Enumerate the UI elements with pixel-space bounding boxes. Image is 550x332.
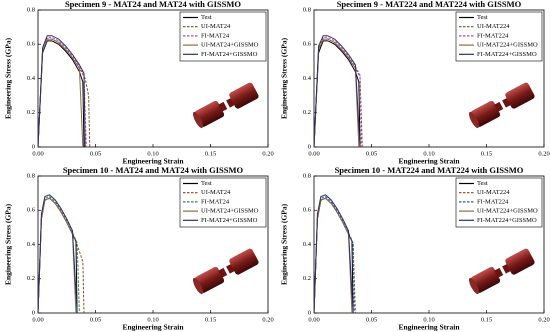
y-tick-label: 0.6 [27,41,36,48]
series-line [313,194,354,314]
series-line [37,35,86,148]
y-tick-label: 0.2 [303,275,311,282]
y-tick-label: 0.8 [27,6,35,13]
series-line [313,40,361,148]
series-line [313,38,360,148]
legend-label: FI-MAT24+GISSMO [201,217,258,224]
x-tick-label: 0.05 [366,316,377,323]
x-tick-label: 0.20 [262,150,273,157]
x-tick-label: 0.10 [423,150,434,157]
series-line [37,40,85,148]
legend-label: UI-MAT224+GISSMO [477,208,538,215]
x-tick-label: 0.20 [538,150,549,157]
x-axis-label: Engineering Strain [398,157,460,166]
legend-label: UI-MAT224 [477,189,510,196]
y-tick-label: 0.6 [303,207,312,214]
series-line [313,197,353,314]
legend-label: Test [201,180,212,187]
y-tick-label: 0.8 [303,172,311,179]
y-tick-label: 0.8 [27,172,35,179]
series-line [37,197,77,314]
y-axis-label: Engineering Stress (GPa) [4,37,13,119]
specimen-illustration [467,81,536,130]
legend-label: FI-MAT24+GISSMO [201,51,258,58]
specimen-illustration [191,247,260,296]
x-tick-label: 0.10 [147,316,158,323]
legend-label: Test [477,180,488,187]
y-tick-label: 0.4 [303,241,312,248]
legend-label: FI-MAT224 [477,198,509,205]
y-tick-label: 0.2 [27,109,35,116]
x-tick-label: 0.00 [32,150,43,157]
series-line [313,197,354,314]
legend-box [455,11,543,62]
y-tick-label: 0 [32,143,35,150]
series-line [37,36,87,148]
x-tick-label: 0.20 [262,316,273,323]
legend-label: FI-MAT24 [201,198,230,205]
legend-label: FI-MAT224+GISSMO [477,217,537,224]
y-tick-label: 0.4 [303,75,312,82]
chart-title: Specimen 10 - MAT224 and MAT224 with GIS… [335,165,524,175]
x-tick-label: 0.10 [423,316,434,323]
chart-title: Specimen 10 - MAT24 and MAT24 with GISSM… [63,165,244,175]
legend-label: UI-MAT224+GISSMO [477,42,538,49]
series-line [37,38,84,148]
x-tick-label: 0.00 [308,150,319,157]
y-tick-label: 0.2 [303,109,311,116]
series-line [37,194,78,314]
legend-box [179,177,267,228]
x-tick-label: 0.15 [481,150,492,157]
series-line [37,197,78,314]
series-line [313,195,355,314]
y-tick-label: 0 [32,309,35,316]
y-tick-label: 0.6 [27,207,36,214]
y-axis-label: Engineering Stress (GPa) [280,37,289,119]
y-tick-label: 0.2 [27,275,35,282]
y-tick-label: 0.4 [27,75,36,82]
legend-label: UI-MAT24 [201,189,231,196]
x-tick-label: 0.20 [538,316,549,323]
specimen-illustration [191,81,260,130]
x-tick-label: 0.00 [32,316,43,323]
x-tick-label: 0.10 [147,150,158,157]
y-tick-label: 0.4 [27,241,36,248]
x-axis-label: Engineering Strain [122,157,184,166]
legend-label: UI-MAT24+GISSMO [201,208,259,215]
x-tick-label: 0.05 [90,150,101,157]
x-tick-label: 0.15 [481,316,492,323]
x-tick-label: 0.00 [308,316,319,323]
legend-label: FI-MAT24 [201,32,230,39]
x-tick-label: 0.15 [205,316,216,323]
legend-label: Test [477,14,488,21]
legend-box [179,11,267,62]
legend-label: FI-MAT224+GISSMO [477,51,537,58]
chart-title: Specimen 9 - MAT224 and MAT224 with GISS… [337,0,522,9]
y-axis-label: Engineering Stress (GPa) [280,203,289,285]
legend-label: FI-MAT224 [477,32,509,39]
series-line [313,35,361,148]
y-axis-label: Engineering Stress (GPa) [4,203,13,285]
legend-box [455,177,543,228]
x-axis-label: Engineering Strain [122,323,184,332]
x-tick-label: 0.05 [90,316,101,323]
series-line [313,36,362,148]
x-tick-label: 0.05 [366,150,377,157]
chart-title: Specimen 9 - MAT24 and MAT24 with GISSMO [65,0,241,9]
legend-label: UI-MAT24+GISSMO [201,42,259,49]
legend-label: UI-MAT24 [201,23,231,30]
y-tick-label: 0.6 [303,41,312,48]
y-tick-label: 0 [308,309,311,316]
specimen-illustration [467,247,536,296]
series-line [313,38,363,148]
x-tick-label: 0.15 [205,150,216,157]
y-tick-label: 0 [308,143,311,150]
y-tick-label: 0.8 [303,6,311,13]
x-axis-label: Engineering Strain [398,323,460,332]
legend-label: UI-MAT224 [477,23,510,30]
legend-label: Test [201,14,212,21]
